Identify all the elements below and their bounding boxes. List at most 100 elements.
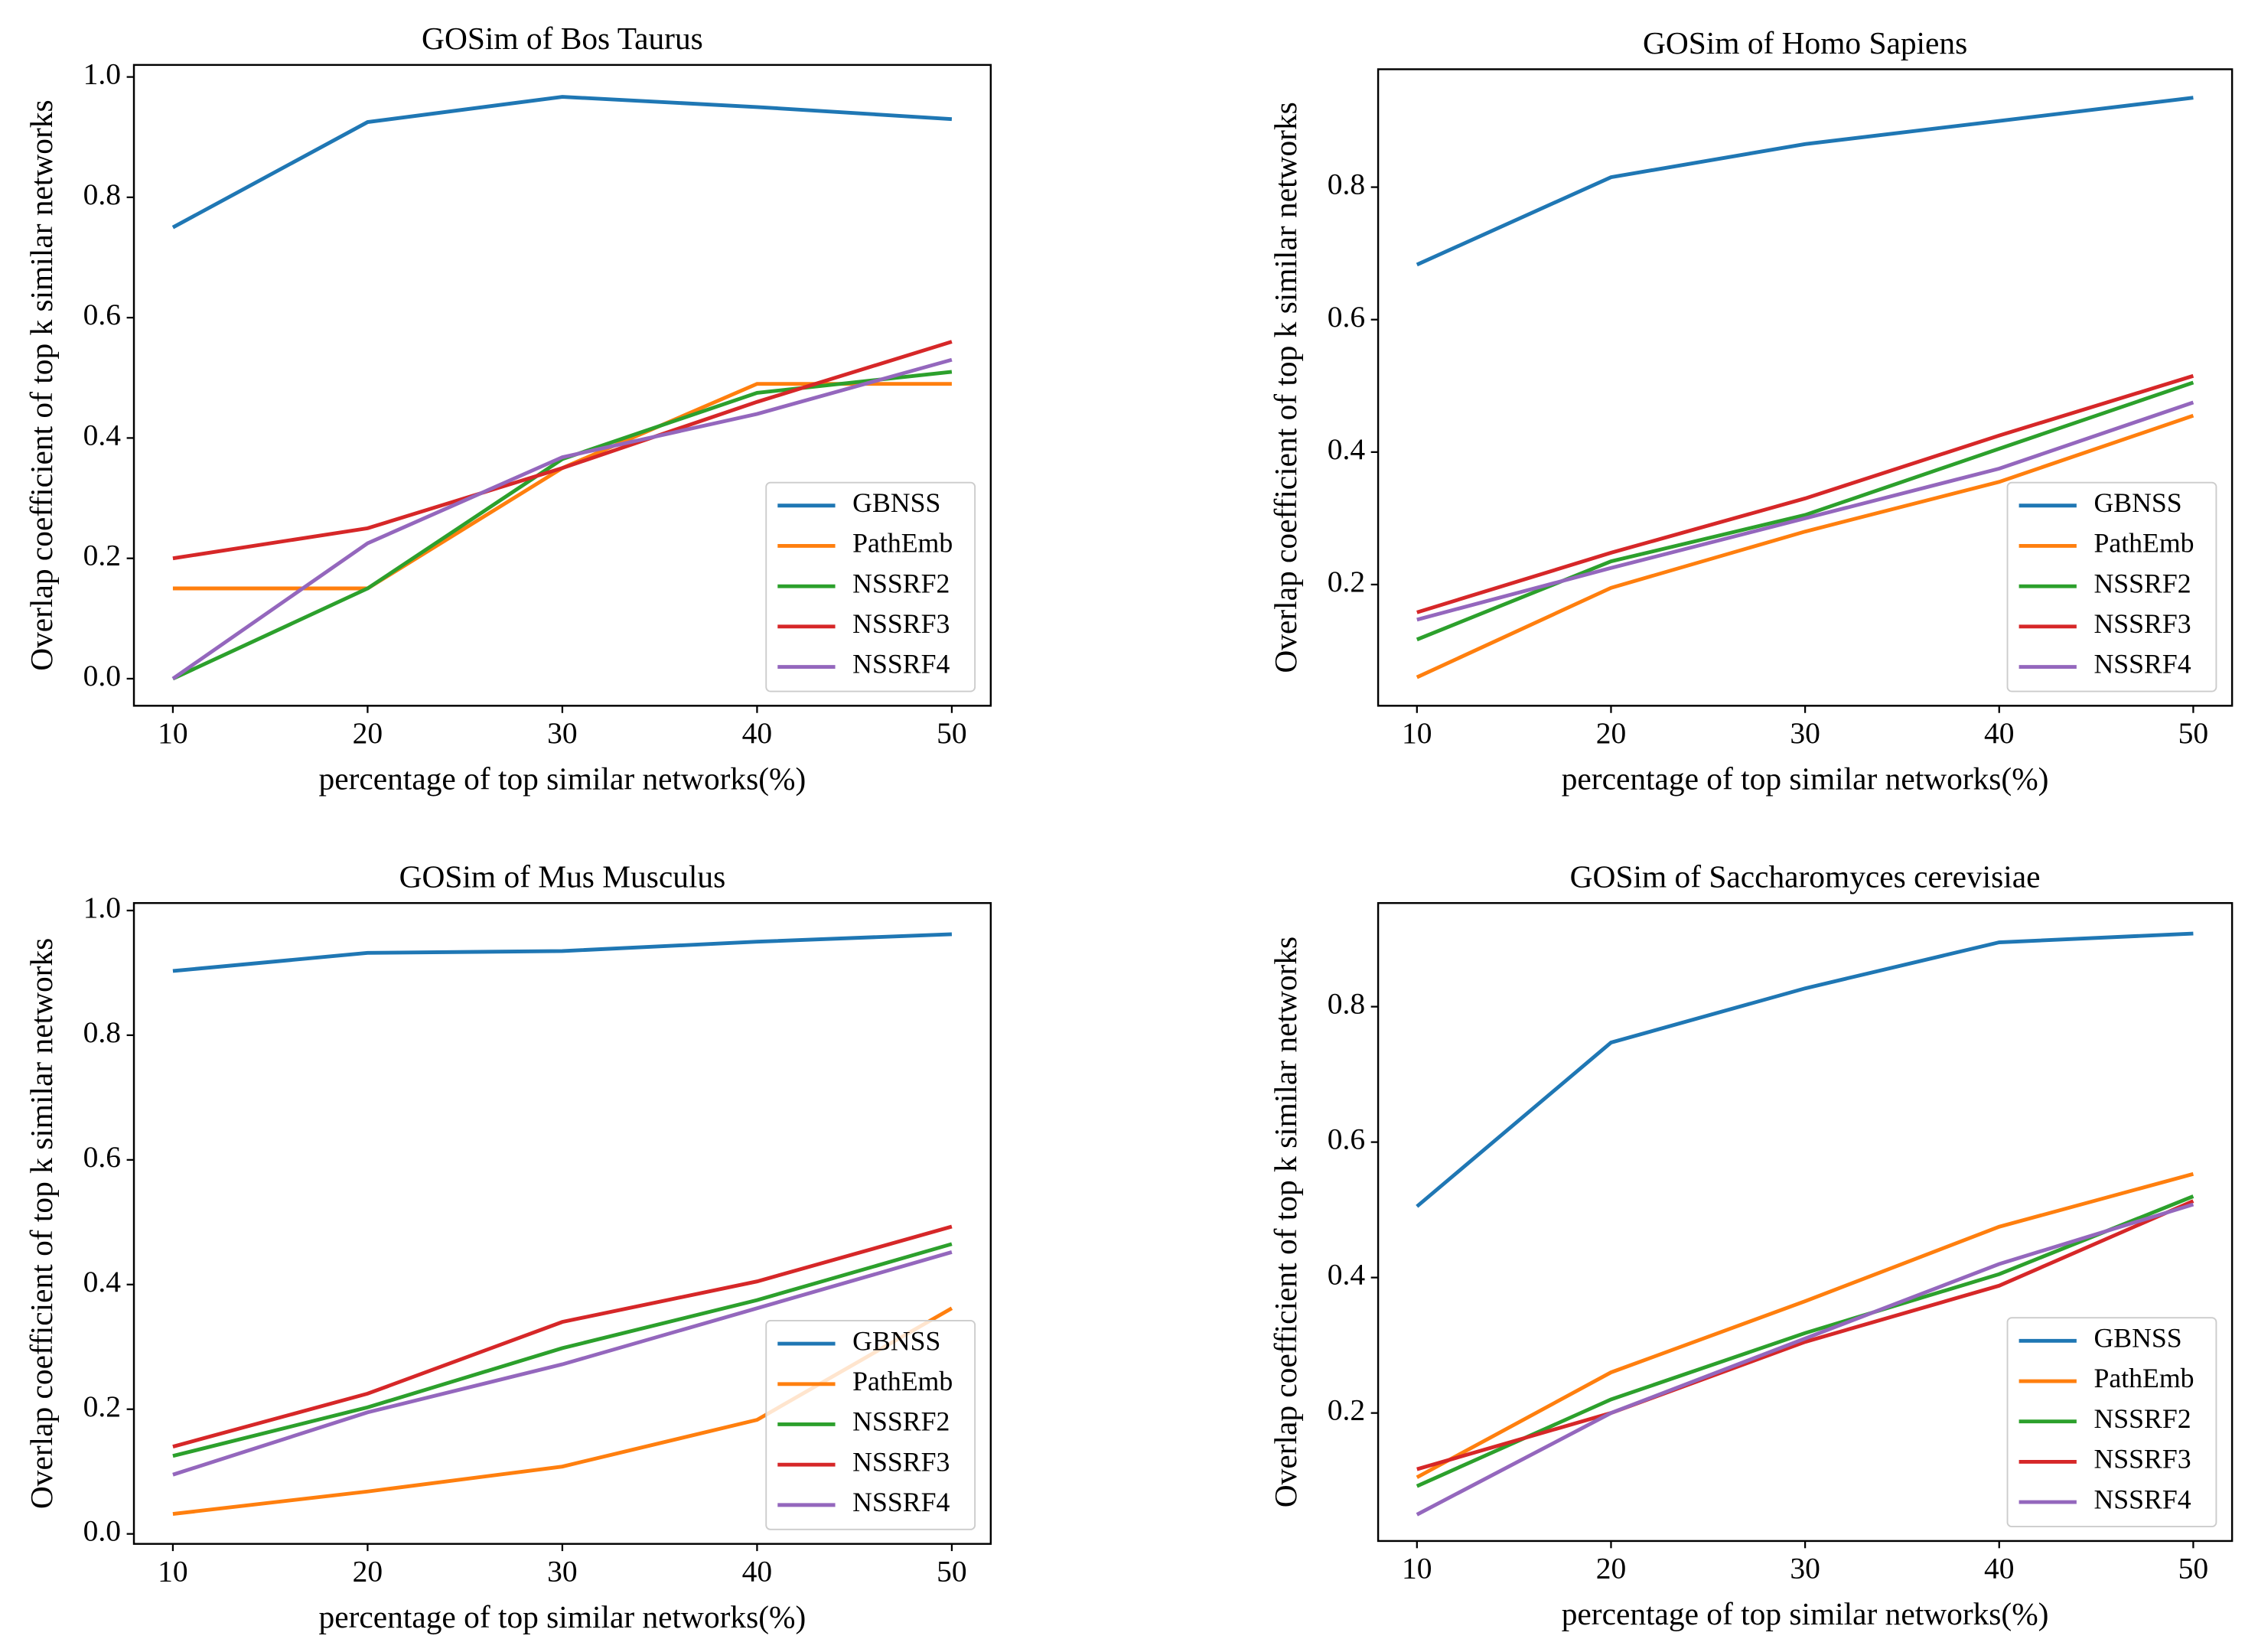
y-axis-label: Overlap coefficient of top k similar net…	[1268, 937, 1303, 1507]
y-tick-label: 0.4	[83, 1265, 122, 1298]
x-tick-label: 10	[158, 1554, 188, 1588]
series-line	[1416, 1171, 2194, 1479]
x-tick-label: 30	[1790, 1552, 1820, 1585]
series-line	[1416, 931, 2194, 1208]
x-tick-label: 10	[1402, 1552, 1432, 1585]
subplot: GOSim of Homo Sapiens percentage of top s…	[1268, 25, 2234, 797]
series-line	[1416, 413, 2194, 679]
x-tick-label: 30	[547, 716, 578, 750]
legend-label: GBNSS	[2093, 1323, 2181, 1354]
legend-label: PathEmb	[2093, 1363, 2194, 1393]
legend-label: PathEmb	[852, 1366, 953, 1396]
x-tick-label: 40	[1984, 1552, 2015, 1585]
subplot: GOSim of Saccharomyces cerevisiae percent…	[1268, 859, 2234, 1632]
y-tick-label: 0.8	[1328, 168, 1365, 201]
chart-title: GOSim of Mus Musculus	[399, 859, 726, 894]
legend-label: NSSRF3	[852, 1446, 950, 1477]
x-tick-label: 30	[1790, 716, 1820, 750]
legend-label: NSSRF3	[2093, 1444, 2191, 1474]
series-line	[1416, 1202, 2194, 1517]
y-tick-label: 0.2	[83, 539, 121, 572]
legend-label: NSSRF4	[852, 1487, 950, 1517]
y-tick-label: 0.6	[83, 298, 121, 331]
legend-label: NSSRF3	[2093, 608, 2191, 639]
y-axis-label: Overlap coefficient of top k similar net…	[24, 99, 59, 670]
y-tick-label: 0.4	[1328, 432, 1366, 466]
x-tick-label: 20	[1596, 716, 1627, 750]
legend-box	[2006, 1317, 2217, 1528]
y-axis-label: Overlap coefficient of top k similar net…	[1268, 102, 1303, 673]
legend-label: NSSRF2	[852, 568, 950, 598]
y-tick-label: 0.4	[1328, 1258, 1366, 1292]
y-tick-label: 0.4	[83, 418, 122, 451]
series-line	[171, 357, 953, 680]
x-tick-label: 50	[937, 716, 967, 750]
chart-title: GOSim of Homo Sapiens	[1643, 25, 1967, 60]
legend: GBNSS PathEmb NSSRF2 NSSRF3 NSSRF4	[765, 1320, 976, 1530]
y-tick-label: 0.8	[1328, 987, 1365, 1021]
legend-label: NSSRF2	[852, 1406, 950, 1437]
x-tick-label: 20	[353, 716, 383, 750]
plot-frame	[1377, 68, 2234, 707]
x-axis-label: percentage of top similar networks(%)	[319, 761, 806, 797]
y-tick-label: 0.6	[1328, 300, 1365, 334]
legend: GBNSS PathEmb NSSRF2 NSSRF3 NSSRF4	[2006, 1317, 2217, 1528]
legend-label: NSSRF2	[2093, 1403, 2191, 1434]
legend-label: NSSRF3	[852, 608, 950, 639]
x-tick-label: 10	[1402, 716, 1432, 750]
legend-label: GBNSS	[852, 487, 940, 518]
y-tick-label: 0.2	[1328, 1393, 1365, 1427]
x-tick-label: 20	[353, 1554, 383, 1588]
legend-label: GBNSS	[852, 1325, 940, 1356]
series-line	[171, 95, 953, 230]
x-tick-label: 40	[1984, 716, 2015, 750]
x-tick-label: 20	[1596, 1552, 1627, 1585]
legend: GBNSS PathEmb NSSRF2 NSSRF3 NSSRF4	[2006, 481, 2217, 692]
legend-label: NSSRF4	[852, 649, 950, 679]
y-tick-label: 1.0	[83, 891, 121, 924]
series-line	[1416, 400, 2194, 622]
x-tick-label: 10	[158, 716, 188, 750]
legend-box	[2006, 481, 2217, 692]
x-tick-label: 50	[937, 1554, 967, 1588]
series-line	[172, 340, 953, 561]
series-line	[172, 1242, 953, 1458]
y-tick-label: 0.0	[83, 659, 121, 692]
y-tick-label: 1.0	[83, 57, 121, 91]
legend-label: NSSRF4	[2093, 1484, 2191, 1514]
subplot: GOSim of Bos Taurus percentage of top sim…	[24, 21, 992, 797]
series-line	[1416, 1199, 2194, 1471]
plot-frame	[132, 64, 992, 707]
legend-label: PathEmb	[852, 528, 953, 559]
series-line	[172, 932, 953, 973]
legend-label: NSSRF2	[2093, 568, 2191, 598]
y-tick-label: 0.8	[83, 178, 121, 211]
subplot: GOSim of Mus Musculus percentage of top s…	[24, 859, 992, 1635]
chart-title: GOSim of Saccharomyces cerevisiae	[1570, 859, 2041, 894]
series-line	[1416, 1194, 2194, 1488]
x-axis-label: percentage of top similar networks(%)	[319, 1599, 806, 1635]
series-line	[1416, 96, 2194, 267]
y-tick-label: 0.2	[1328, 565, 1365, 598]
y-tick-label: 0.6	[83, 1140, 121, 1174]
x-tick-label: 50	[2178, 716, 2209, 750]
legend-box	[765, 481, 976, 692]
x-axis-label: percentage of top similar networks(%)	[1562, 761, 2049, 797]
series-line	[1416, 373, 2194, 614]
series-line	[172, 1250, 953, 1477]
plot-frame	[1377, 901, 2234, 1543]
legend-label: PathEmb	[2093, 528, 2194, 559]
series-line	[172, 1224, 953, 1448]
x-tick-label: 50	[2178, 1552, 2209, 1585]
x-tick-label: 40	[742, 1554, 773, 1588]
y-tick-label: 0.0	[83, 1514, 121, 1548]
x-tick-label: 40	[742, 716, 773, 750]
plot-frame	[132, 901, 992, 1545]
y-tick-label: 0.6	[1328, 1123, 1365, 1156]
series-line	[1416, 380, 2194, 642]
y-tick-label: 0.2	[83, 1390, 121, 1423]
chart-title: GOSim of Bos Taurus	[422, 21, 703, 56]
legend-label: NSSRF4	[2093, 649, 2191, 679]
